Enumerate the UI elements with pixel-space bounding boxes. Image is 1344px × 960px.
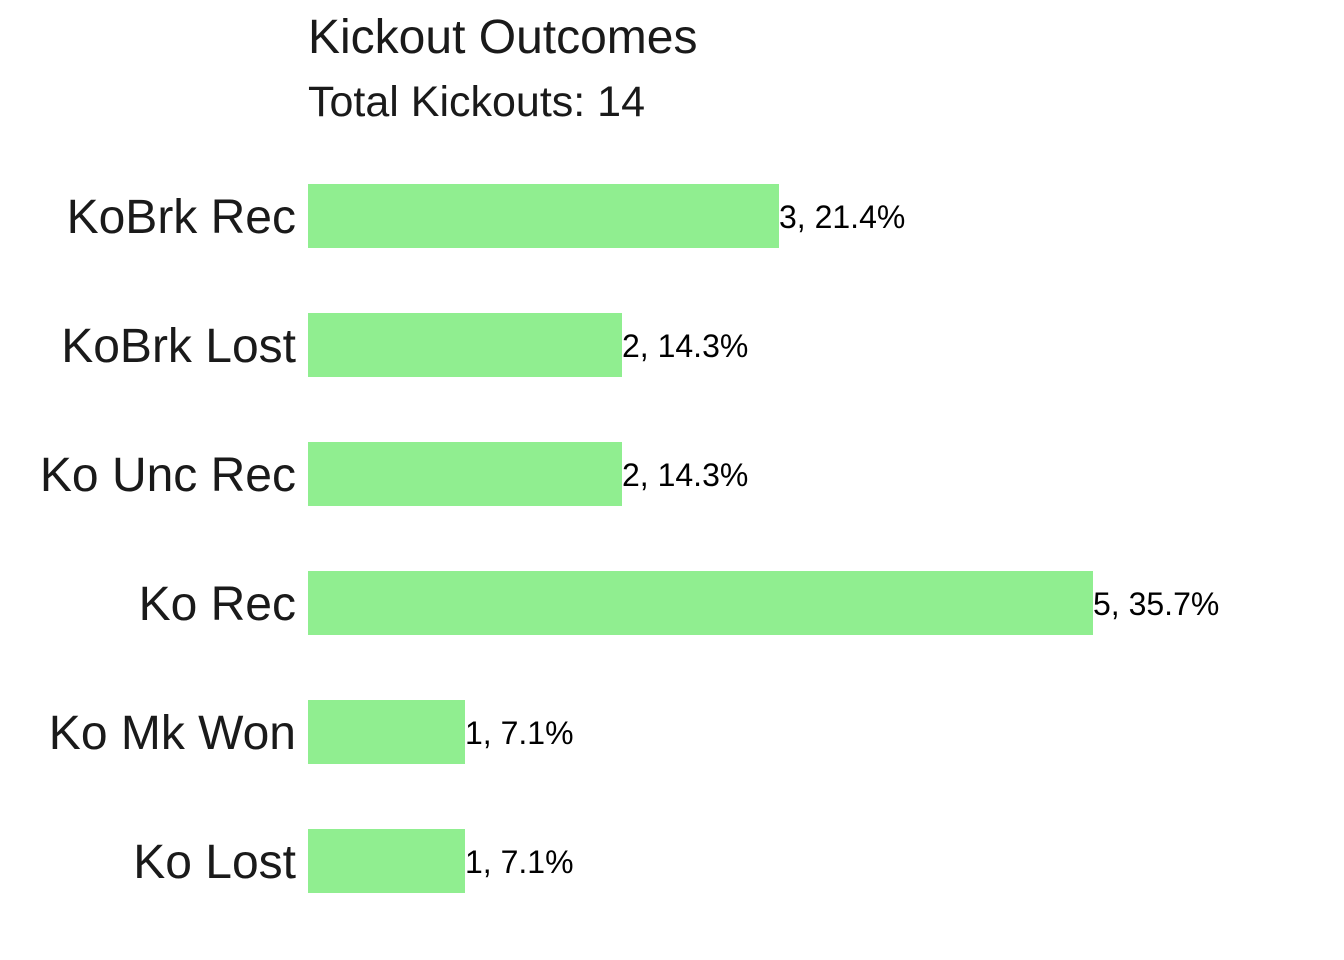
bar-kobrk-lost xyxy=(308,313,622,377)
plot-area: KoBrk Rec 3, 21.4% KoBrk Lost 2, 14.3% Ko Un… xyxy=(40,184,1219,893)
data-label: 3, 21.4% xyxy=(779,199,905,235)
category-label: KoBrk Rec xyxy=(67,191,296,244)
bar-ko-rec xyxy=(308,571,1093,635)
category-label: Ko Mk Won xyxy=(49,707,296,760)
data-label: 1, 7.1% xyxy=(465,715,574,751)
chart-subtitle: Total Kickouts: 14 xyxy=(308,78,645,126)
bar-ko-lost xyxy=(308,829,465,893)
data-label: 1, 7.1% xyxy=(465,844,574,880)
category-label: Ko Lost xyxy=(133,836,296,889)
category-label: Ko Unc Rec xyxy=(40,449,296,502)
category-label: Ko Rec xyxy=(139,578,296,631)
category-label: KoBrk Lost xyxy=(61,320,296,373)
bar-ko-unc-rec xyxy=(308,442,622,506)
data-label: 5, 35.7% xyxy=(1093,586,1219,622)
data-label: 2, 14.3% xyxy=(622,328,748,364)
chart-title: Kickout Outcomes xyxy=(308,11,697,64)
data-label: 2, 14.3% xyxy=(622,457,748,493)
bar-kobrk-rec xyxy=(308,184,779,248)
bar-ko-mk-won xyxy=(308,700,465,764)
